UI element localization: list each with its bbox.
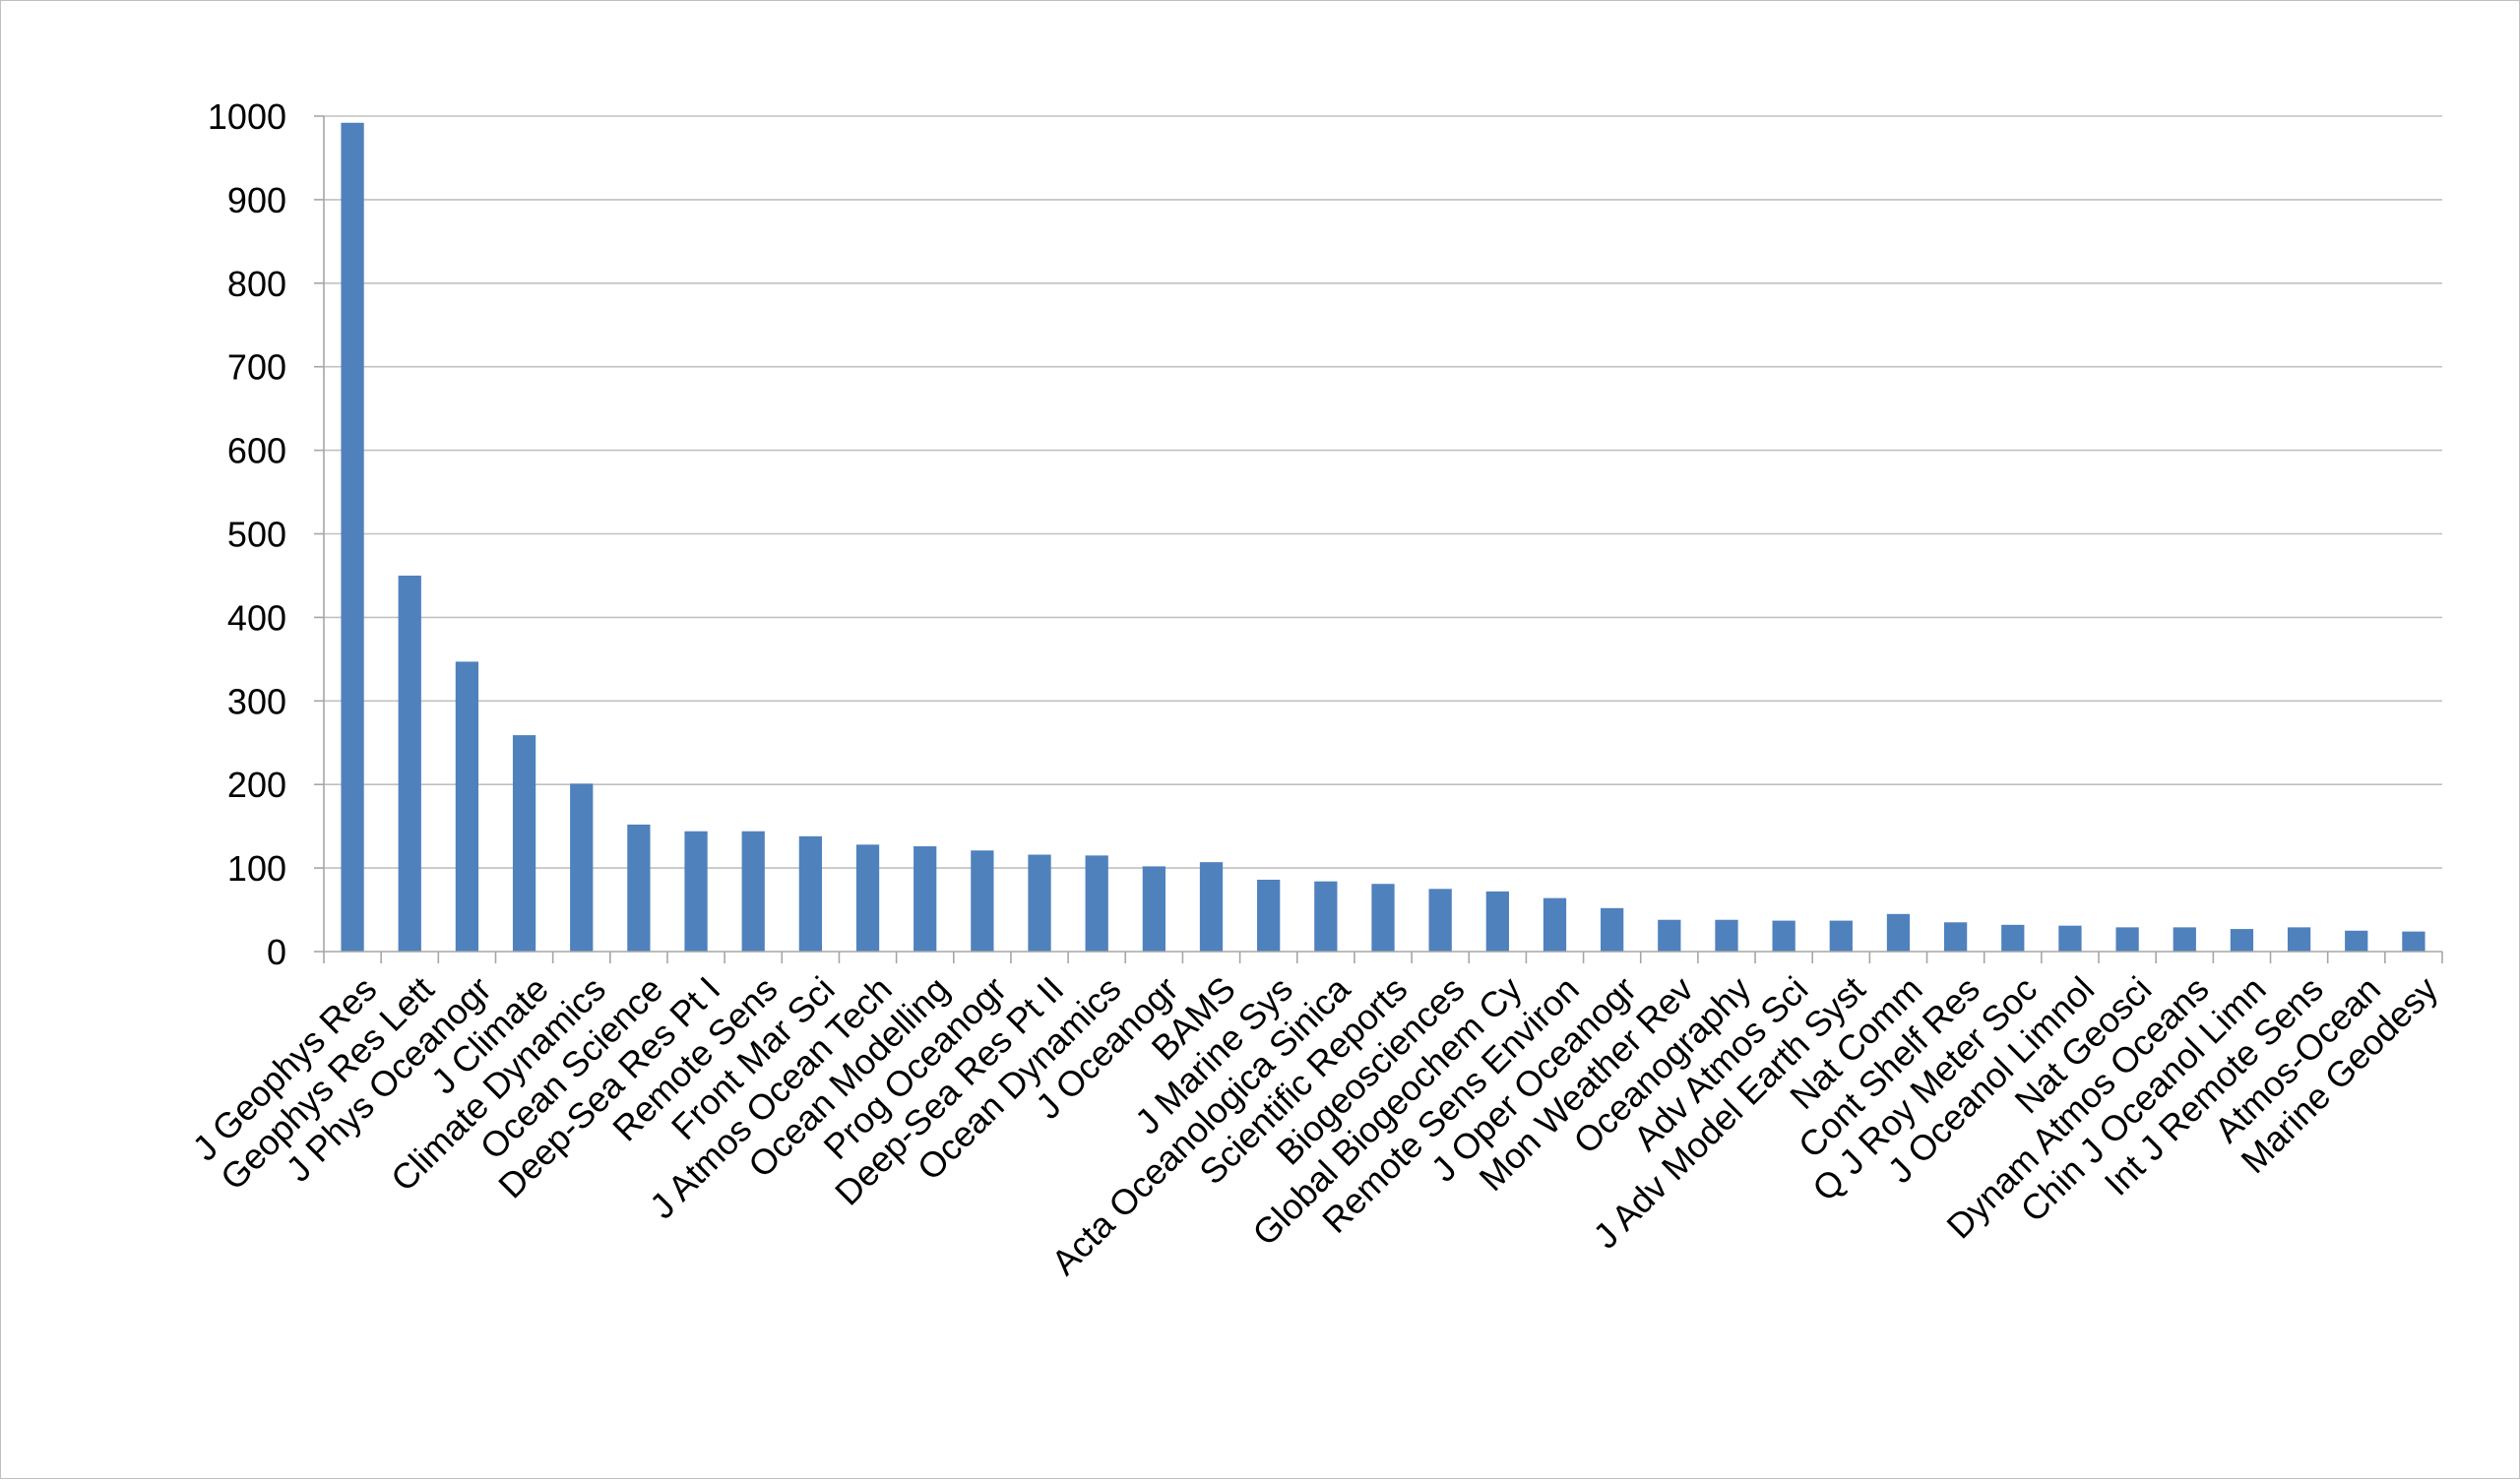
y-tick-label: 100 <box>227 848 286 889</box>
bar-scientific-reports <box>1371 884 1395 952</box>
bar-j-phys-oceanogr <box>455 661 479 952</box>
bar-atmos-ocean <box>2345 930 2368 952</box>
bar-deep-sea-res-pt-ii <box>1028 854 1051 952</box>
bar-global-biogeochem-cy <box>1485 891 1509 952</box>
bar-remote-sens-environ <box>1543 897 1567 952</box>
bar-q-j-roy-meter-soc <box>2001 924 2025 952</box>
gridlines <box>324 115 2442 869</box>
bar-adv-atmos-sci <box>1772 920 1796 952</box>
y-tick-label: 1000 <box>208 96 286 137</box>
bar-deep-sea-res-pt-i <box>684 831 708 952</box>
axes <box>314 115 2443 963</box>
y-tick-label: 0 <box>267 932 286 972</box>
bars <box>341 122 2426 953</box>
bar-ocean-science <box>627 824 651 952</box>
bar-j-climate <box>512 735 536 952</box>
bar-marine-geodesy <box>2402 931 2426 952</box>
bar-j-atmos-ocean-tech <box>855 844 880 952</box>
y-tick-label: 600 <box>227 431 286 471</box>
bar-dynam-atmos-oceans <box>2173 927 2196 952</box>
bar-climate-dynamics <box>570 783 594 952</box>
bar-cont-shelf-res <box>1943 922 1968 952</box>
y-tick-label: 800 <box>227 264 286 304</box>
y-tick-label: 900 <box>227 180 286 220</box>
bar-nat-comm <box>1886 913 1911 952</box>
bar-ocean-modelling <box>914 846 937 952</box>
y-tick-label: 700 <box>227 347 286 388</box>
bar-j-geophys-res <box>341 122 364 953</box>
bar-prog-oceanogr <box>971 850 994 952</box>
bar-nat-geosci <box>2115 927 2139 952</box>
bar-geophys-res-lett <box>398 575 421 952</box>
bar-acta-oceanologica-sinica <box>1314 881 1338 952</box>
bar-j-marine-sys <box>1257 879 1281 952</box>
bar-bams <box>1199 862 1224 952</box>
bar-j-oceanogr <box>1142 866 1166 952</box>
y-tick-label: 400 <box>227 597 286 638</box>
y-tick-label: 500 <box>227 515 286 555</box>
bar-biogeosciences <box>1428 889 1452 952</box>
bar-j-oper-oceanogr <box>1601 907 1624 952</box>
y-tick-label: 200 <box>227 765 286 805</box>
bar-j-adv-model-earth-syst <box>1829 920 1853 952</box>
y-tick-label: 300 <box>227 681 286 721</box>
bar-chin-j-oceanol-limn <box>2230 929 2254 952</box>
bar-mon-weather-rev <box>1658 919 1681 952</box>
bar-j-oceanol-limnol <box>2058 925 2082 952</box>
bar-front-mar-sci <box>798 835 823 952</box>
bar-oceanography <box>1715 919 1738 952</box>
y-tick-labels: 0 100 200 300 400 500 600 700 800 900 1000 <box>208 96 286 972</box>
bar-ocean-dynamics <box>1085 855 1108 952</box>
bar-int-j-remote-sens <box>2287 927 2311 952</box>
bar-remote-sens <box>741 831 765 952</box>
